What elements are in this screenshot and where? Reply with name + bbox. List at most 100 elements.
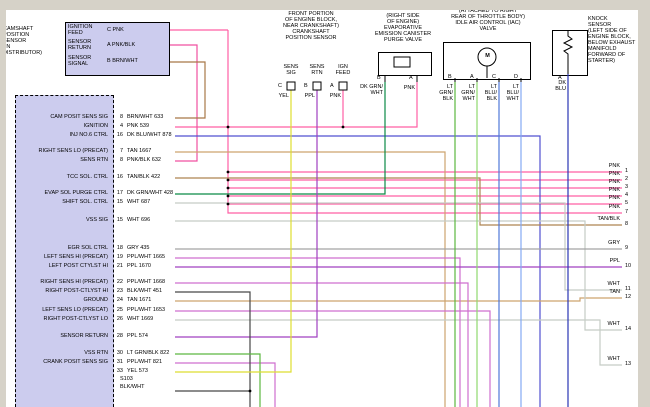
iac-wire-color: LT BLU/ WHT: [506, 84, 519, 102]
exit-number: 13: [625, 361, 632, 367]
exit-number: 9: [625, 245, 629, 251]
evap-valve-caption: (RIGHT SIDE OF ENGINE) EVAPORATIVE EMISS…: [374, 13, 432, 43]
pcm-pin-number: 30: [116, 350, 123, 356]
pcm-wire-label: LT GRN/BLK 822: [127, 350, 170, 356]
pcm-row-label: RIGHT SENS LO (PRECAT): [38, 148, 108, 154]
pcm-pin-number: 18: [116, 245, 123, 251]
iac-pin-letter: A: [470, 74, 474, 80]
exit-wire-color: TAN/BLK: [597, 216, 620, 222]
crank-pin-letter: A: [330, 83, 334, 89]
evap-wire-color: DK GRN/ WHT: [360, 84, 383, 96]
camshaft-pin-wire: C PNK: [107, 27, 124, 33]
exit-number: 11: [625, 286, 631, 292]
pcm-pin-number: 31: [116, 359, 123, 365]
wire-tan-1671: [175, 297, 622, 302]
pcm-row-label: EGR SOL CTRL: [67, 245, 108, 251]
exit-number: 1: [625, 168, 629, 174]
pcm-wire-label: TAN 1667: [127, 148, 152, 154]
splice-dot-s103: [248, 389, 252, 393]
window-frame-left: [0, 0, 6, 407]
pcm-row-label: INJ NO.6 CTRL: [69, 132, 108, 138]
exit-wire-color: PPL: [609, 258, 620, 264]
camshaft-pin-wire: B BRN/WHT: [107, 58, 138, 64]
splice-label: S103: [120, 376, 133, 382]
iac-wire-color: LT GRN/ BLK: [439, 84, 453, 102]
pcm-row-label: RIGHT SENS HI (PRECAT): [40, 279, 108, 285]
pcm-wire-label: PPL 1670: [127, 263, 151, 269]
pcm-row-label: RIGHT POST-CTLYST HI: [45, 288, 108, 294]
crank-pin-cavity-b: [312, 81, 322, 91]
wire-pnkblk-632: [170, 44, 198, 162]
iac-pin-letter: D: [514, 74, 518, 80]
pcm-pin-number: 15: [116, 199, 123, 205]
pcm-pin-number: 23: [116, 288, 123, 294]
pcm-row-label: LEFT SENS HI (PRECAT): [44, 254, 108, 260]
exit-wire-color: PNK: [608, 187, 620, 193]
pcm-pin-number: 7: [119, 148, 123, 154]
crank-pin-func: SENS SIG: [283, 64, 299, 76]
crank-wire-color: YEL: [278, 93, 289, 99]
evap-valve-box: [378, 52, 432, 76]
splice-dot: [341, 125, 345, 129]
crank-pin-cavity-c: [286, 81, 296, 91]
crank-pin-letter: B: [304, 83, 308, 89]
wire-wht-696: [175, 220, 622, 331]
wire-dkbluwht-878: [175, 135, 541, 407]
pcm-wire-label: TAN/BLK 422: [127, 174, 161, 180]
pcm-pin-number: 4: [119, 123, 123, 129]
wire-ppl-574-crank: [175, 90, 318, 338]
pcm-pin-number: 21: [116, 263, 123, 269]
iac-pin-letter: C: [492, 74, 496, 80]
wire-ltgrnblk-822: [175, 353, 261, 407]
exit-wire-color: PNK: [608, 204, 620, 210]
pcm-wire-label: WHT 1669: [127, 316, 154, 322]
pcm-row-label: TCC SOL. CTRL: [66, 174, 108, 180]
exit-wire-color: TAN: [609, 289, 620, 295]
wire-pplwht-1653: [175, 310, 491, 407]
pcm-pin-number: 24: [116, 297, 123, 303]
crank-pin-func: SENS RTN: [309, 64, 325, 76]
pcm-wire-label: WHT 696: [127, 217, 151, 223]
exit-wire-color: PNK: [608, 171, 620, 177]
pcm-wire-label: PPL/WHT 821: [127, 359, 163, 365]
splice-dot: [226, 186, 230, 190]
exit-number: 5: [625, 200, 629, 206]
knock-sensor-caption: KNOCK SENSOR (LEFT SIDE OF ENGINE BLOCK,…: [588, 16, 636, 64]
splice-dot: [226, 194, 230, 198]
wire-pplwht-1668: [175, 282, 469, 407]
wire-tan-1667: [175, 151, 446, 407]
iac-motor-label: M: [485, 53, 490, 59]
pcm-pin-number: 33: [116, 368, 123, 374]
pcm-row-label: LEFT POST CTYLST HI: [48, 263, 108, 269]
pcm-row-label: VSS RTN: [84, 350, 108, 356]
pcm-wire-label: DK BLU/WHT 878: [127, 132, 172, 138]
exit-number: 14: [625, 326, 632, 332]
pcm-wire-label: BLK/WHT 451: [127, 288, 163, 294]
crank-pin-cavity-a: [338, 81, 348, 91]
wire-blkwht-451: [175, 291, 251, 407]
crank-wire-color: PNK: [329, 93, 341, 99]
wire-pnk-trunk: [227, 30, 622, 214]
pcm-pin-number: 15: [116, 217, 123, 223]
evap-pin-letter: B: [377, 75, 381, 81]
wire-pplwht-1665: [175, 257, 461, 407]
splice-dot: [226, 202, 230, 206]
iac-pin-letter: B: [448, 74, 452, 80]
camshaft-row-name: IGNITION FEED: [68, 24, 93, 36]
exit-number: 7: [625, 209, 629, 215]
evap-valve-symbol: [393, 56, 411, 68]
pcm-wire-label: PPL/WHT 1653: [127, 307, 166, 313]
pcm-pin-number: 19: [116, 254, 123, 260]
camshaft-sensor-label: CAMSHAFT POSITION SENSOR (IN DISTRIBUTOR…: [3, 26, 43, 56]
splice-dot: [226, 178, 230, 182]
knock-resistor-symbol: [562, 30, 574, 74]
wire-pplwht-821: [175, 362, 276, 407]
pcm-row-label: EVAP SOL PURGE CTRL: [44, 190, 108, 196]
pcm-pin-number: 8: [119, 114, 123, 120]
pcm-wire-label: PPL/WHT 1665: [127, 254, 166, 260]
splice-wire-label: BLK/WHT: [120, 384, 145, 390]
pcm-row-label: SHIFT SOL. CTRL: [62, 199, 108, 205]
pcm-row-label: VSS SIG: [85, 217, 108, 223]
